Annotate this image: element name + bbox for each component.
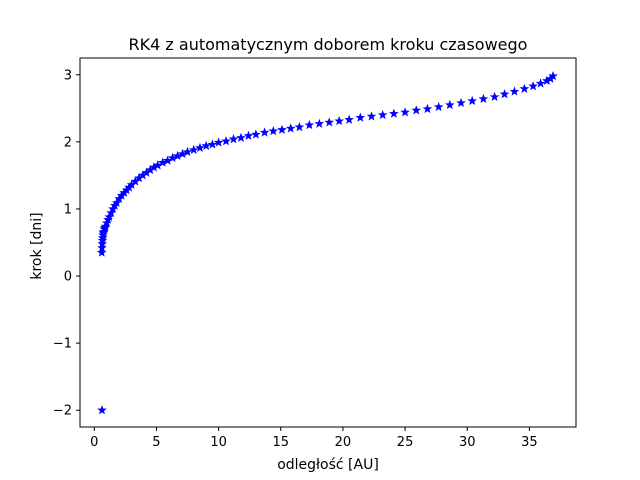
- data-point: [355, 112, 366, 122]
- data-point: [334, 116, 344, 126]
- x-tick-label: 5: [152, 435, 160, 450]
- data-point: [243, 130, 254, 140]
- data-point: [548, 71, 558, 81]
- x-tick-label: 0: [90, 435, 98, 450]
- axes: 0 5 10 15 20 25 30 35 −2 −1 0 1 2 3: [53, 57, 577, 450]
- data-point: [467, 95, 478, 106]
- data-point: [97, 242, 107, 252]
- data-point: [228, 134, 239, 144]
- data-point: [324, 117, 335, 127]
- y-tick-label: 2: [64, 135, 72, 150]
- x-axis-label: odległość [AU]: [277, 457, 379, 473]
- data-point: [304, 120, 315, 130]
- data-point: [294, 122, 305, 132]
- y-tick-label: −1: [53, 337, 72, 352]
- data-point: [314, 118, 325, 128]
- data-point: [188, 144, 199, 155]
- y-tick-label: 0: [64, 270, 72, 285]
- data-point: [97, 238, 108, 248]
- data-point: [519, 83, 530, 93]
- data-point: [411, 105, 422, 115]
- data-point: [277, 124, 287, 134]
- axes-frame: [79, 57, 577, 428]
- data-point: [201, 140, 211, 150]
- data-point: [182, 146, 193, 157]
- data-point: [528, 81, 538, 91]
- data-point: [535, 78, 546, 88]
- data-point: [213, 137, 224, 147]
- x-tick-label: 35: [521, 435, 538, 450]
- x-tick-label: 10: [210, 435, 227, 450]
- data-point: [366, 111, 377, 121]
- data-point: [489, 91, 500, 102]
- data-point: [285, 123, 296, 133]
- data-point: [259, 127, 270, 137]
- data-point: [456, 97, 466, 108]
- x-tick-label: 30: [459, 435, 476, 450]
- data-point: [509, 86, 520, 96]
- data-point: [268, 126, 279, 136]
- x-tick-label: 15: [272, 435, 289, 450]
- data-point: [377, 109, 388, 120]
- data-point: [389, 108, 399, 118]
- x-tick-label: 25: [397, 435, 414, 450]
- data-point: [422, 103, 433, 114]
- data-point: [251, 129, 261, 139]
- data-point: [344, 114, 354, 124]
- data-point: [499, 89, 510, 99]
- y-tick-label: −2: [53, 404, 72, 419]
- data-point: [433, 101, 444, 112]
- x-tick-label: 20: [335, 435, 352, 450]
- data-point: [221, 136, 231, 146]
- data-point: [400, 107, 410, 117]
- data-point: [195, 142, 205, 152]
- plot-area: [96, 71, 558, 415]
- data-point: [97, 405, 107, 415]
- chart-title: RK4 z automatycznym doborem kroku czasow…: [129, 35, 528, 54]
- data-point: [445, 99, 455, 110]
- data-point: [236, 132, 246, 142]
- data-point: [207, 139, 218, 149]
- y-tick-label: 1: [64, 202, 72, 217]
- y-axis-label: krok [dni]: [29, 212, 45, 279]
- data-point: [478, 93, 489, 104]
- y-tick-label: 3: [64, 68, 72, 83]
